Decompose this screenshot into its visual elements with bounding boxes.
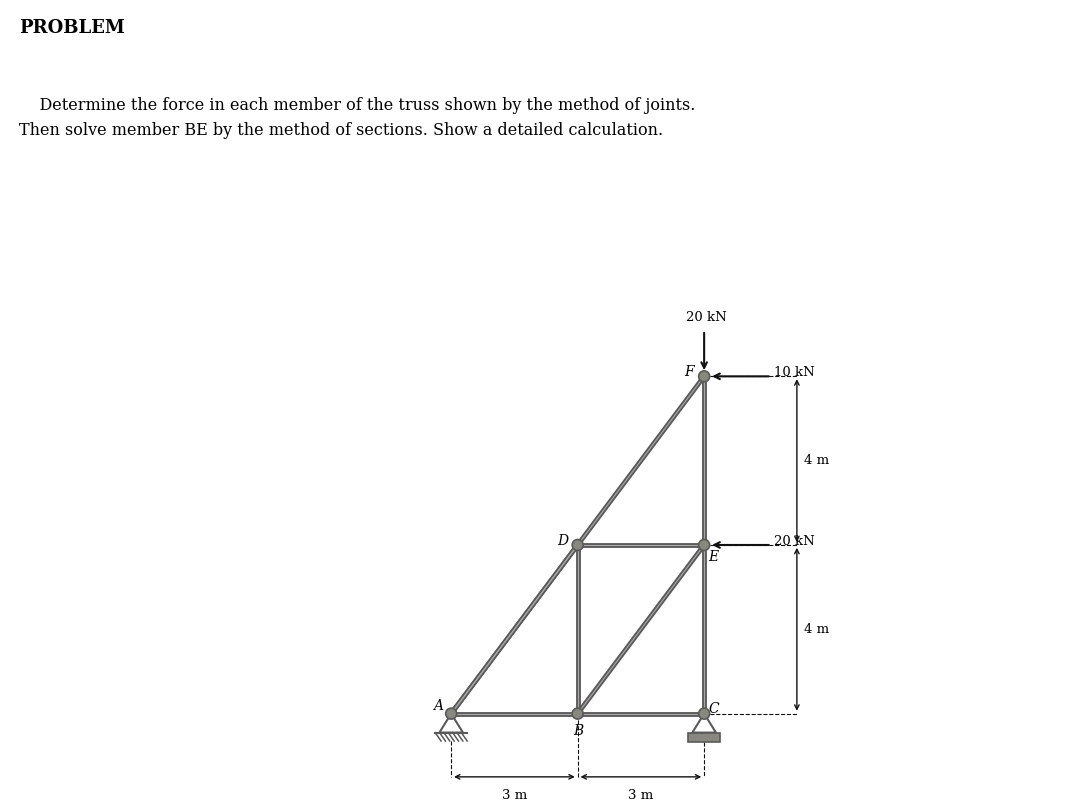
Text: F: F [684, 365, 693, 379]
Text: B: B [573, 725, 583, 738]
Circle shape [699, 539, 710, 550]
Polygon shape [692, 713, 716, 733]
Text: D: D [557, 534, 568, 548]
Circle shape [572, 708, 583, 719]
Text: 20 kN: 20 kN [773, 535, 814, 548]
Text: 20 kN: 20 kN [686, 310, 727, 324]
Text: 3 m: 3 m [502, 788, 527, 802]
Circle shape [446, 708, 457, 719]
Polygon shape [440, 713, 463, 733]
Text: A: A [433, 699, 443, 713]
Text: Determine the force in each member of the truss shown by the method of joints.
T: Determine the force in each member of th… [19, 97, 696, 139]
Text: 10 kN: 10 kN [773, 367, 814, 380]
Text: C: C [708, 702, 718, 717]
Text: PROBLEM: PROBLEM [19, 19, 125, 37]
Polygon shape [688, 733, 720, 742]
Text: 4 m: 4 m [805, 623, 829, 636]
Text: 3 m: 3 m [629, 788, 653, 802]
Circle shape [699, 371, 710, 382]
Circle shape [572, 539, 583, 550]
Circle shape [699, 708, 710, 719]
Text: E: E [708, 550, 718, 563]
Text: 4 m: 4 m [805, 454, 829, 467]
